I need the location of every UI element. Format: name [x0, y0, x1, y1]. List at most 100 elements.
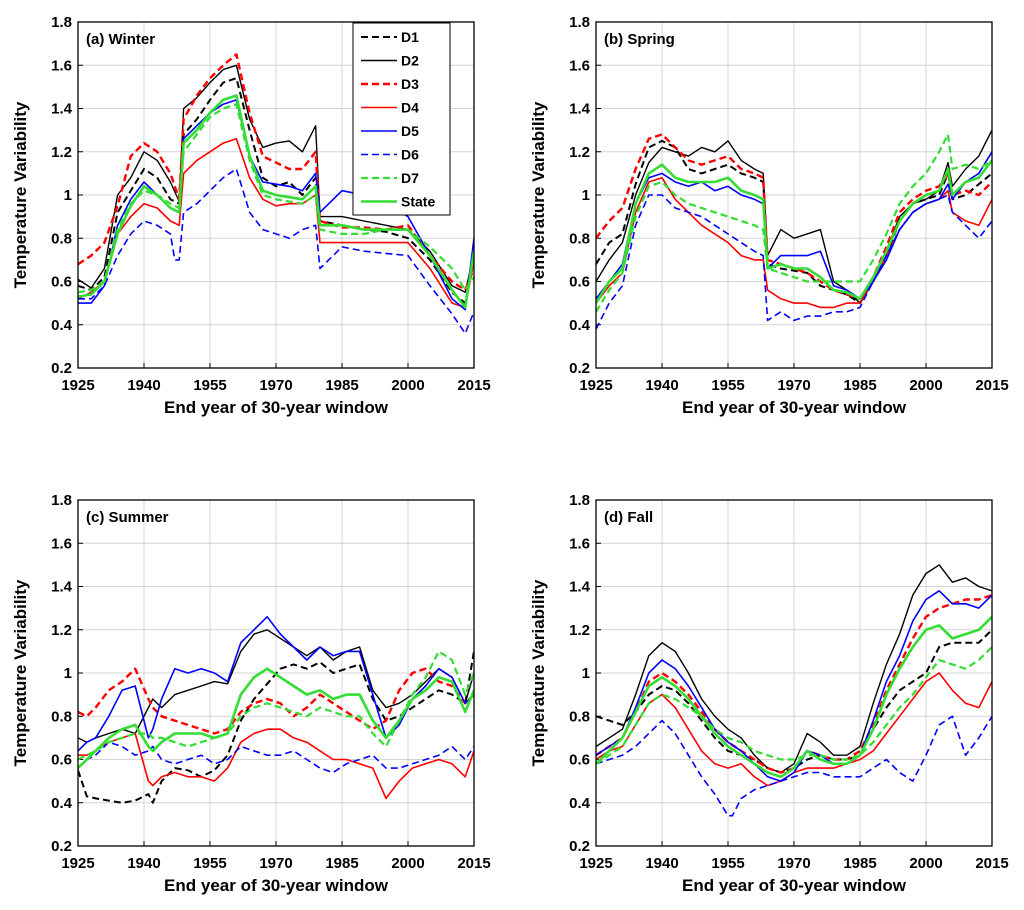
y-tick-label: 1.6	[51, 535, 72, 552]
series-line-state	[596, 615, 992, 779]
legend-box	[352, 22, 451, 216]
plot-frame	[595, 499, 993, 847]
y-tick-label: 1.4	[569, 101, 591, 118]
y-axis-label: Temperature Variability	[529, 579, 548, 766]
plot-frame	[77, 21, 475, 369]
x-tick-label: 1970	[777, 377, 810, 394]
y-axis-label: Temperature Variability	[529, 101, 548, 288]
y-tick-label: 1.8	[51, 492, 72, 509]
series-line-d5	[596, 589, 992, 782]
y-tick-label: 0.8	[51, 230, 72, 247]
legend-entry: D6	[401, 147, 419, 163]
y-tick-label: 0.4	[569, 795, 591, 812]
y-tick-label: 0.2	[51, 360, 72, 377]
y-tick-label: 1.4	[569, 579, 591, 596]
series-line-d6	[78, 741, 474, 774]
y-tick-label: 1.8	[569, 14, 590, 31]
x-tick-label: 2015	[975, 855, 1008, 872]
y-tick-label: 0.2	[569, 838, 590, 855]
chart-panel-4: 1925 1940 1955 1970 1985 2000 2015 0.2 0.4 0.6 0.8…	[529, 492, 1009, 895]
panel-label: (b) Spring	[604, 31, 675, 48]
y-axis-label: Temperature Variability	[11, 101, 30, 288]
y-tick-label: 0.2	[569, 360, 590, 377]
series-line-d3	[78, 667, 474, 735]
y-tick-label: 0.8	[51, 708, 72, 725]
x-tick-label: 1925	[61, 377, 94, 394]
series-line-d3	[78, 53, 474, 292]
x-tick-label: 1985	[843, 377, 876, 394]
y-axis-label: Temperature Variability	[11, 579, 30, 766]
series-line-d7	[596, 646, 992, 765]
y-tick-label: 1.2	[569, 144, 590, 161]
x-tick-label: 1940	[645, 855, 678, 872]
y-tick-label: 1.4	[51, 579, 73, 596]
y-tick-label: 1.2	[569, 622, 590, 639]
x-tick-label: 2015	[457, 377, 490, 394]
series-line-d1	[78, 651, 474, 804]
x-tick-label: 1940	[127, 855, 160, 872]
chart-panel-2: 1925 1940 1955 1970 1985 2000 2015 0.2 0.4 0.6 0.8…	[529, 14, 1009, 417]
x-tick-label: 1940	[645, 377, 678, 394]
legend-entry: D2	[401, 53, 419, 69]
series-line-d6	[78, 168, 474, 335]
series-line-d2	[596, 129, 992, 304]
series-line-d6	[596, 194, 992, 330]
y-tick-label: 0.8	[569, 708, 590, 725]
x-axis-label: End year of 30-year window	[164, 398, 389, 417]
series-line-state	[78, 667, 474, 770]
series-line-d2	[596, 564, 992, 774]
y-tick-label: 0.2	[51, 838, 72, 855]
x-tick-label: 1925	[579, 855, 612, 872]
plot-frame	[77, 499, 475, 847]
x-tick-label: 1970	[259, 377, 292, 394]
panel-label: (d) Fall	[604, 509, 653, 526]
x-tick-label: 1985	[325, 855, 358, 872]
series-line-d1	[596, 629, 992, 774]
legend-entry: D7	[401, 170, 419, 186]
x-tick-label: 1925	[61, 855, 94, 872]
series-line-d4	[78, 728, 474, 800]
panel-label: (c) Summer	[86, 509, 169, 526]
x-tick-label: 1955	[711, 855, 744, 872]
y-tick-label: 1.2	[51, 622, 72, 639]
x-tick-label: 2000	[909, 855, 942, 872]
x-tick-label: 1955	[711, 377, 744, 394]
y-tick-label: 1.2	[51, 144, 72, 161]
y-tick-label: 1.6	[569, 535, 590, 552]
plot-frame	[595, 21, 993, 369]
series-line-d2	[78, 629, 474, 743]
x-tick-label: 1955	[193, 855, 226, 872]
legend-entry: D5	[401, 123, 419, 139]
y-tick-label: 1	[64, 665, 72, 682]
x-tick-label: 2015	[457, 855, 490, 872]
series-line-d2	[78, 64, 474, 293]
y-tick-label: 1.6	[569, 57, 590, 74]
series-line-d1	[78, 77, 474, 305]
y-tick-label: 1	[582, 187, 590, 204]
y-tick-label: 1.6	[51, 57, 72, 74]
legend-entry: D4	[401, 100, 419, 116]
x-tick-label: 2000	[391, 377, 424, 394]
y-tick-label: 0.4	[569, 317, 591, 334]
x-tick-label: 1925	[579, 377, 612, 394]
x-tick-label: 2000	[391, 855, 424, 872]
legend-entry: D1	[401, 29, 419, 45]
y-tick-label: 1.4	[51, 101, 73, 118]
series-line-d4	[78, 138, 474, 309]
x-axis-label: End year of 30-year window	[682, 398, 907, 417]
x-axis-label: End year of 30-year window	[164, 876, 389, 895]
series-line-d6	[596, 715, 992, 817]
x-tick-label: 1970	[777, 855, 810, 872]
x-tick-label: 1985	[325, 377, 358, 394]
series-line-d3	[596, 133, 992, 300]
y-tick-label: 0.6	[569, 274, 590, 291]
x-tick-label: 1985	[843, 855, 876, 872]
y-tick-label: 0.6	[51, 752, 72, 769]
y-tick-label: 0.8	[569, 230, 590, 247]
y-tick-label: 0.4	[51, 795, 73, 812]
x-axis-label: End year of 30-year window	[682, 876, 907, 895]
x-tick-label: 1970	[259, 855, 292, 872]
y-tick-label: 1.8	[51, 14, 72, 31]
series-line-d7	[596, 133, 992, 313]
